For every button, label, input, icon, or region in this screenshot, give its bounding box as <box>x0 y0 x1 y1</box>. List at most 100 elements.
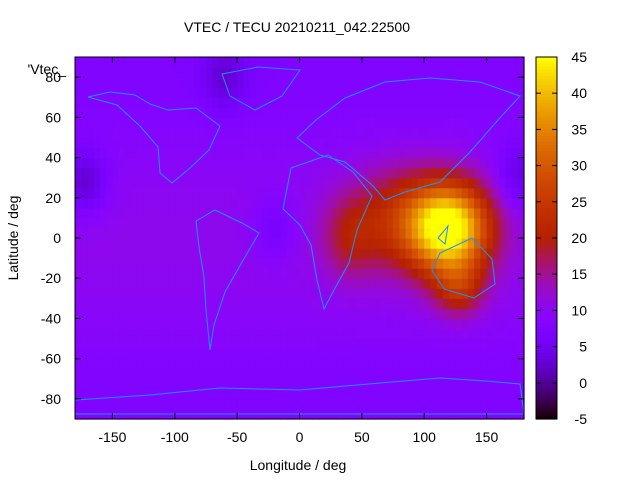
heatmap-cell <box>118 57 126 68</box>
heatmap-cell <box>287 358 294 370</box>
colorbar-segment <box>536 364 557 369</box>
heatmap-cell <box>168 278 176 289</box>
heatmap-cell <box>149 57 157 68</box>
heatmap-cell <box>474 388 481 400</box>
heatmap-cell <box>305 298 313 309</box>
heatmap-cell <box>330 338 338 350</box>
heatmap-cell <box>280 207 288 219</box>
heatmap-cell <box>280 77 288 88</box>
heatmap-cell <box>486 318 494 330</box>
heatmap-cell <box>449 217 457 229</box>
heatmap-cell <box>124 127 132 139</box>
heatmap-cell <box>255 77 263 88</box>
heatmap-cell <box>442 77 450 88</box>
heatmap-cell <box>143 318 151 330</box>
heatmap-cell <box>137 207 145 219</box>
colorbar-segment <box>536 111 557 115</box>
heatmap-cell <box>131 157 138 169</box>
heatmap-cell <box>162 388 170 400</box>
heatmap-cell <box>330 167 338 179</box>
heatmap-cell <box>137 368 145 380</box>
heatmap-cell <box>199 298 207 309</box>
heatmap-cell <box>87 227 95 239</box>
heatmap-cell <box>455 308 463 320</box>
heatmap-cell <box>174 258 182 269</box>
heatmap-cell <box>212 67 220 78</box>
heatmap-cell <box>249 137 257 149</box>
heatmap-cell <box>243 288 251 299</box>
colorbar-segment <box>536 307 557 311</box>
heatmap-cell <box>442 388 450 400</box>
heatmap-cell <box>243 167 251 179</box>
heatmap-cell <box>355 288 363 299</box>
heatmap-cell <box>499 207 506 219</box>
heatmap-cell <box>212 107 220 118</box>
heatmap-cell <box>143 107 151 118</box>
heatmap-cell <box>75 117 82 128</box>
heatmap-cell <box>112 227 120 239</box>
heatmap-cell <box>205 318 213 330</box>
heatmap-cell <box>124 328 132 340</box>
heatmap-cell <box>93 268 101 279</box>
colorbar-segment <box>536 168 557 173</box>
heatmap-cell <box>299 398 307 410</box>
heatmap-cell <box>517 368 525 380</box>
heatmap-cell <box>162 288 170 299</box>
heatmap-cells <box>75 57 525 420</box>
heatmap-cell <box>99 197 107 209</box>
heatmap-cell <box>355 248 363 259</box>
heatmap-cell <box>168 378 176 390</box>
heatmap-cell <box>199 348 207 360</box>
heatmap-cell <box>99 77 107 88</box>
heatmap-cell <box>293 308 301 320</box>
heatmap-cell <box>517 338 525 350</box>
heatmap-cell <box>149 378 157 390</box>
heatmap-cell <box>280 288 288 299</box>
heatmap-cell <box>361 187 369 199</box>
heatmap-cell <box>81 57 89 68</box>
heatmap-cell <box>99 328 107 340</box>
heatmap-cell <box>436 97 444 108</box>
heatmap-cell <box>162 328 170 340</box>
heatmap-cell <box>224 348 232 360</box>
heatmap-cell <box>455 278 463 289</box>
colorbar-segment <box>536 210 557 215</box>
heatmap-cell <box>293 378 301 390</box>
heatmap-cell <box>511 238 519 249</box>
heatmap-cell <box>149 157 157 169</box>
heatmap-cell <box>149 338 157 350</box>
heatmap-cell <box>174 217 182 229</box>
heatmap-cell <box>99 398 107 410</box>
heatmap-cell <box>287 258 294 269</box>
heatmap-cell <box>137 87 145 98</box>
heatmap-cell <box>374 368 382 380</box>
heatmap-cell <box>274 57 282 68</box>
heatmap-cell <box>449 67 457 78</box>
heatmap-cell <box>480 398 488 410</box>
heatmap-cell <box>131 348 138 360</box>
heatmap-cell <box>474 217 481 229</box>
heatmap-cell <box>399 398 407 410</box>
colorbar-segment <box>536 216 557 221</box>
heatmap-cell <box>380 258 388 269</box>
heatmap-cell <box>118 358 126 370</box>
heatmap-cell <box>474 107 481 118</box>
heatmap-cell <box>492 238 500 249</box>
heatmap-cell <box>118 288 126 299</box>
heatmap-cell <box>318 268 326 279</box>
heatmap-cell <box>343 57 350 68</box>
heatmap-cell <box>224 388 232 400</box>
heatmap-cell <box>480 97 488 108</box>
heatmap-cell <box>280 238 288 249</box>
heatmap-cell <box>287 298 294 309</box>
heatmap-cell <box>93 207 101 219</box>
heatmap-cell <box>93 338 101 350</box>
heatmap-cell <box>162 87 170 98</box>
heatmap-cell <box>436 368 444 380</box>
heatmap-cell <box>492 77 500 88</box>
heatmap-cell <box>349 177 357 189</box>
heatmap-cell <box>499 87 506 98</box>
heatmap-cell <box>75 388 82 400</box>
heatmap-cell <box>118 318 126 330</box>
heatmap-cell <box>99 97 107 108</box>
